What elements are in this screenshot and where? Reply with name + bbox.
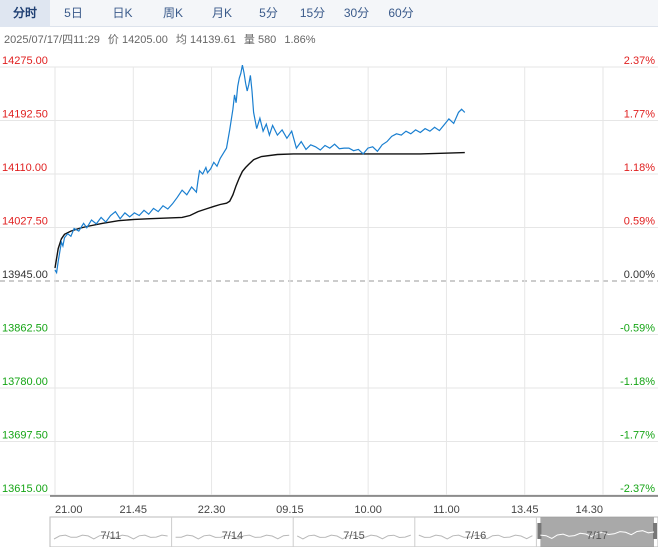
y-tick-label: 14027.50 bbox=[2, 216, 48, 228]
quote-change: 1.86% bbox=[284, 34, 316, 46]
pct-tick-label: 0.59% bbox=[624, 216, 655, 228]
price-axis: 14275.00 14192.50 14110.00 14027.50 13945.00… bbox=[2, 55, 48, 495]
grid-lines bbox=[0, 66, 658, 497]
pct-tick-label: 1.18% bbox=[624, 162, 655, 174]
navigator-handle-left[interactable] bbox=[537, 523, 542, 539]
tab-5min[interactable]: 5分 bbox=[259, 6, 278, 20]
quote-volume: 量 580 bbox=[243, 34, 277, 46]
tab-30min[interactable]: 30分 bbox=[343, 6, 370, 20]
pct-tick-label: 0.00% bbox=[624, 269, 655, 281]
navigator-sparkline bbox=[175, 534, 290, 540]
x-tick-label: 14.30 bbox=[575, 504, 603, 516]
pct-tick-label: -1.18% bbox=[620, 376, 655, 388]
tab-5day[interactable]: 5日 bbox=[64, 6, 83, 20]
quote-datetime: 2025/07/17/四11:29 bbox=[4, 34, 100, 46]
navigator-date-label: 7/11 bbox=[101, 530, 122, 542]
x-tick-label: 10.00 bbox=[354, 504, 382, 516]
quote-average: 均 14139.61 bbox=[175, 34, 236, 46]
navigator-sparkline bbox=[418, 534, 533, 540]
navigator-sparkline bbox=[53, 534, 168, 540]
pct-tick-label: -1.77% bbox=[620, 430, 655, 442]
x-tick-label: 22.30 bbox=[198, 504, 226, 516]
x-tick-label: 09.15 bbox=[276, 504, 304, 516]
x-tick-label: 21.00 bbox=[55, 504, 83, 516]
y-tick-label: 14275.00 bbox=[2, 55, 48, 67]
navigator-date-label: 7/17 bbox=[586, 530, 607, 542]
range-navigator[interactable]: 7/11 7/14 7/15 7/16 7/17 bbox=[49, 516, 658, 547]
pct-tick-label: -0.59% bbox=[620, 323, 655, 335]
x-tick-label: 13.45 bbox=[511, 504, 539, 516]
y-tick-label: 13945.00 bbox=[2, 269, 48, 281]
y-tick-label: 13697.50 bbox=[2, 430, 48, 442]
navigator-selection[interactable] bbox=[540, 517, 654, 547]
tab-intraday[interactable]: 分时 bbox=[0, 0, 50, 27]
y-tick-label: 14110.00 bbox=[2, 162, 47, 174]
tab-daily-k[interactable]: 日K bbox=[112, 6, 133, 20]
pct-tick-label: -2.37% bbox=[620, 483, 655, 495]
pct-tick-label: 1.77% bbox=[624, 109, 655, 121]
x-tick-label: 21.45 bbox=[120, 504, 148, 516]
period-tabs: 分时 5日 日K 周K 月K 5分 15分 30分 60分 bbox=[0, 0, 658, 27]
y-tick-label: 13862.50 bbox=[2, 323, 48, 335]
tab-60min[interactable]: 60分 bbox=[388, 6, 414, 20]
quote-price: 价 14205.00 bbox=[107, 34, 168, 46]
y-tick-label: 14192.50 bbox=[2, 109, 48, 121]
quote-info-bar: 2025/07/17/四11:29 价 14205.00 均 14139.61 … bbox=[0, 30, 658, 50]
navigator-sparkline bbox=[296, 534, 411, 540]
tab-weekly-k[interactable]: 周K bbox=[162, 6, 183, 20]
average-price-line bbox=[54, 151, 465, 269]
tab-monthly-k[interactable]: 月K bbox=[211, 6, 232, 20]
intraday-chart: 14275.00 14192.50 14110.00 14027.50 13945.00… bbox=[0, 55, 658, 547]
navigator-date-label: 7/15 bbox=[343, 530, 364, 542]
x-tick-label: 11.00 bbox=[433, 504, 460, 516]
pct-tick-label: 2.37% bbox=[624, 55, 655, 67]
navigator-date-label: 7/14 bbox=[222, 530, 243, 542]
navigator-date-label: 7/16 bbox=[465, 530, 486, 542]
percent-axis: 2.37% 1.77% 1.18% 0.59% 0.00% -0.59% -1.18% -1.… bbox=[620, 55, 655, 495]
time-axis: 21.00 21.45 22.30 09.15 10.00 11.00 13.45 14.30 bbox=[55, 504, 603, 516]
navigator-sparkline bbox=[540, 530, 655, 539]
price-line bbox=[54, 64, 466, 275]
tab-15min[interactable]: 15分 bbox=[299, 6, 326, 20]
y-tick-label: 13615.00 bbox=[2, 483, 48, 495]
navigator-handle-right[interactable] bbox=[653, 523, 657, 539]
plot-lines bbox=[54, 64, 466, 275]
y-tick-label: 13780.00 bbox=[2, 376, 48, 388]
